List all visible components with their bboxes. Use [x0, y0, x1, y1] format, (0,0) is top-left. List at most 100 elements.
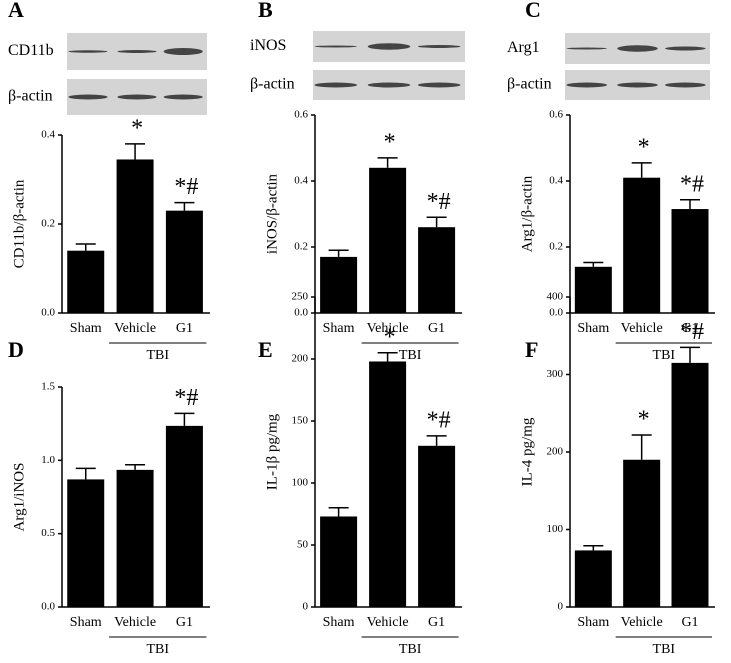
y-tick-label: 200 [292, 353, 309, 365]
x-tick-label: Vehicle [621, 615, 663, 630]
y-tick-label: 0.0 [294, 307, 308, 319]
blot-band [566, 47, 608, 50]
y-tick-label: 250 [292, 291, 309, 303]
x-tick-label: G1 [681, 321, 698, 336]
significance: *# [174, 174, 198, 200]
blot-band [367, 43, 411, 50]
x-tick-label: G1 [681, 615, 698, 630]
panel-letter: A [8, 0, 24, 22]
bar [574, 266, 612, 313]
bar [116, 469, 154, 607]
blot-band [417, 45, 461, 48]
y-axis-label: IL-4 pg/mg [519, 417, 535, 486]
significance: *# [427, 189, 451, 215]
significance: * [384, 324, 396, 350]
y-tick-label: 1.5 [41, 381, 55, 393]
blot-band [617, 82, 658, 88]
group-label: TBI [653, 642, 676, 657]
group-label: TBI [399, 348, 422, 363]
x-tick-label: Sham [70, 321, 102, 336]
x-tick-label: G1 [176, 321, 193, 336]
bar [623, 177, 661, 313]
blot-label: Arg1 [507, 39, 540, 56]
y-tick-label: 0.4 [41, 129, 55, 141]
group-label: TBI [399, 642, 422, 657]
y-tick-label: 0.4 [549, 175, 563, 187]
x-tick-label: Sham [70, 615, 102, 630]
blot-label: iNOS [250, 37, 286, 54]
x-tick-label: Sham [577, 321, 609, 336]
y-tick-label: 0.2 [41, 218, 55, 230]
y-tick-label: 0.6 [294, 109, 308, 121]
y-tick-label: 0.5 [41, 527, 55, 539]
bar [369, 167, 407, 313]
group-label: TBI [653, 348, 676, 363]
panel-letter: C [525, 0, 541, 22]
bar [320, 516, 358, 607]
y-tick-label: 0.0 [41, 601, 55, 613]
blot-band [68, 50, 108, 53]
y-tick-label: 0.2 [549, 241, 563, 253]
group-label: TBI [146, 348, 169, 363]
significance: *# [680, 319, 704, 345]
blot-band [117, 94, 157, 100]
x-tick-label: Sham [577, 615, 609, 630]
blot-band [314, 82, 358, 88]
bar [418, 227, 456, 313]
panel-letter: B [258, 0, 273, 22]
panel-letter: E [258, 337, 273, 362]
blot-band [163, 48, 203, 55]
x-tick-label: Vehicle [114, 321, 156, 336]
y-axis-label: CD11b/β-actin [11, 179, 27, 268]
panel-letter: D [8, 337, 24, 362]
bar [67, 250, 105, 313]
blot-band [617, 45, 658, 52]
bar [116, 159, 154, 313]
blot-band [68, 94, 108, 100]
significance: * [638, 134, 650, 160]
significance: *# [174, 385, 198, 411]
y-tick-label: 200 [547, 446, 564, 458]
x-tick-label: Vehicle [114, 615, 156, 630]
blot-band [665, 82, 706, 88]
x-tick-label: Vehicle [367, 321, 409, 336]
y-tick-label: 1.0 [41, 454, 55, 466]
significance: *# [680, 171, 704, 197]
bar [671, 362, 709, 607]
blot-label: β-actin [507, 76, 552, 93]
blot-label: CD11b [8, 42, 54, 59]
x-tick-label: G1 [176, 615, 193, 630]
bar [369, 361, 407, 607]
y-axis-label: iNOS/β-actin [264, 173, 280, 254]
x-tick-label: G1 [428, 615, 445, 630]
y-tick-label: 100 [547, 523, 564, 535]
bar [67, 479, 105, 607]
blot-band [566, 82, 608, 88]
significance: * [384, 129, 396, 155]
blot-band [665, 46, 706, 51]
blot-label: β-actin [8, 88, 53, 105]
panel-letter: F [525, 337, 538, 362]
blot-band [314, 45, 358, 48]
blot-label: β-actin [250, 76, 295, 93]
y-tick-label: 0 [303, 601, 309, 613]
significance: * [638, 406, 650, 432]
x-tick-label: Sham [323, 615, 355, 630]
y-axis-label: Arg1/iNOS [11, 463, 27, 532]
bar [671, 209, 709, 313]
y-tick-label: 100 [292, 477, 309, 489]
y-tick-label: 50 [297, 539, 309, 551]
x-tick-label: Vehicle [367, 615, 409, 630]
y-tick-label: 0.0 [549, 307, 563, 319]
y-tick-label: 0.2 [294, 241, 308, 253]
x-tick-label: G1 [428, 321, 445, 336]
blot-band [163, 94, 203, 100]
y-tick-label: 0.0 [41, 307, 55, 319]
y-axis-label: IL-1β pg/mg [264, 413, 280, 490]
bar [165, 425, 203, 607]
y-tick-label: 300 [547, 368, 564, 380]
y-tick-label: 0.4 [294, 175, 308, 187]
blot-band [417, 82, 461, 88]
blot-band [367, 82, 411, 88]
